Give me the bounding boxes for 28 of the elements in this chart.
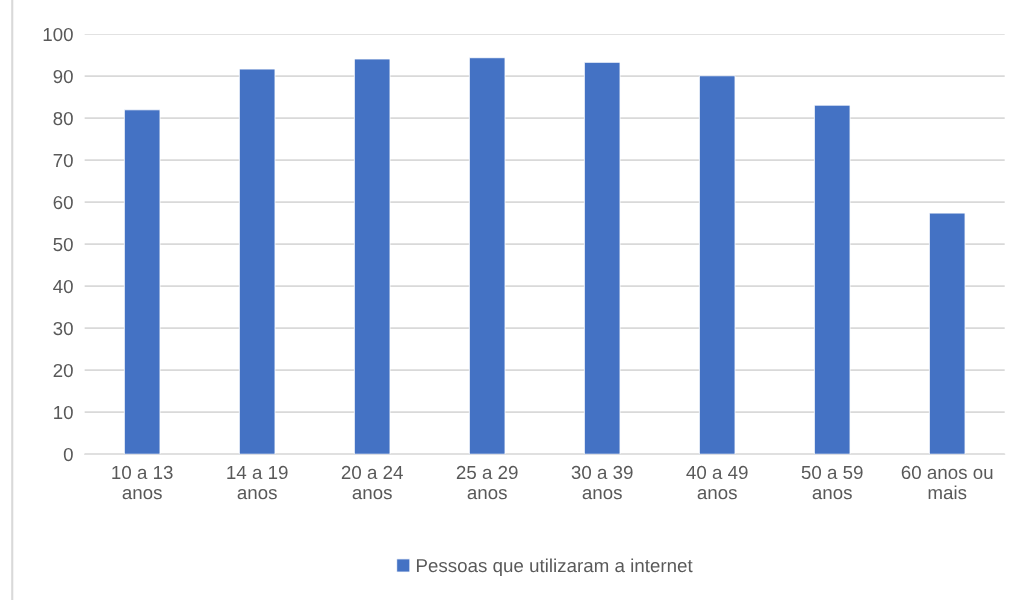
bar [353,58,391,455]
bar [468,57,506,455]
x-tick-label: 60 anos ou mais [901,465,993,500]
bar [583,61,621,455]
y-tick-label: 50 [53,237,73,252]
legend-label: Pessoas que utilizaram a internet [416,558,693,576]
y-tick-label: 20 [53,363,73,378]
x-tick-label: 30 a 39 anos [571,465,633,500]
y-tick-label: 90 [53,69,73,84]
y-tick-label: 80 [53,111,73,126]
y-tick-label: 10 [54,405,73,420]
bar [928,212,966,455]
x-tick-label: 20 a 24 anos [341,465,403,500]
bar [238,68,276,455]
x-tick-label: 25 a 29 anos [456,465,518,500]
x-tick-label: 40 a 49 anos [686,465,748,500]
y-tick-label: 40 [53,279,73,294]
bar [123,109,161,455]
x-tick-label: 50 a 59 anos [801,465,863,500]
y-tick-label: 100 [43,27,73,42]
y-tick-label: 70 [53,153,73,168]
x-tick-label: 10 a 13 anos [112,465,173,500]
bar [813,104,851,455]
y-tick-label: 30 [53,321,73,336]
bar [698,75,736,455]
y-tick-label: 60 [53,195,73,210]
x-tick-label: 14 a 19 anos [227,465,288,500]
y-tick-label: 0 [63,447,73,462]
